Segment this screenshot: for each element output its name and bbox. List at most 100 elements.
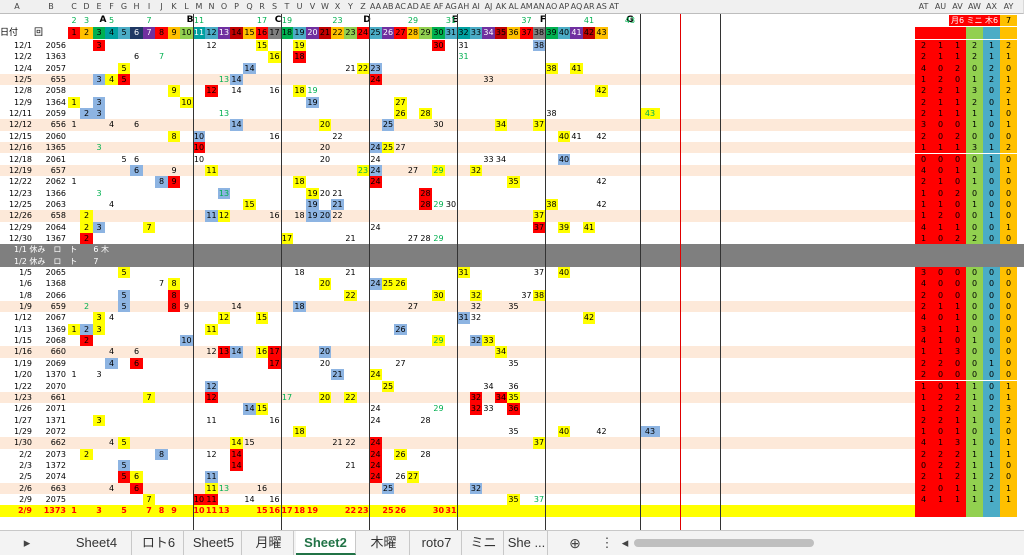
summary-cell[interactable]: 1 — [966, 494, 983, 506]
number-cell[interactable]: 41 — [583, 221, 595, 233]
summary-cell[interactable]: 1 — [915, 346, 932, 358]
number-header-cell[interactable]: 33 — [470, 27, 482, 39]
summary-cell[interactable]: 0 — [983, 130, 1000, 143]
column-header[interactable]: AE — [420, 2, 431, 11]
number-cell[interactable]: 17 — [268, 346, 281, 358]
number-cell[interactable]: 12 — [206, 41, 217, 50]
number-cell[interactable]: 11 — [206, 415, 217, 425]
column-header[interactable]: P — [234, 2, 239, 11]
summary-cell[interactable]: 0 — [1000, 176, 1017, 188]
number-cell[interactable]: 41 — [570, 62, 583, 75]
number-cell[interactable]: 19 — [293, 40, 306, 52]
sheet-tab[interactable]: ミニ — [464, 531, 504, 555]
summary-cell[interactable]: 1 — [983, 153, 1000, 165]
number-cell[interactable]: 21 — [345, 460, 356, 470]
number-cell[interactable]: 27 — [407, 302, 419, 312]
summary-cell[interactable]: 2 — [915, 40, 932, 52]
summary-cell[interactable]: 1 — [949, 108, 966, 120]
summary-cell[interactable]: 0 — [1000, 232, 1017, 245]
sheet-tab[interactable]: 木曜 — [358, 531, 410, 555]
number-header-cell[interactable]: 25 — [369, 27, 382, 39]
header-number[interactable]: 月6 — [949, 15, 966, 26]
column-header[interactable]: AI — [472, 2, 480, 11]
summary-cell[interactable]: 1 — [966, 403, 983, 415]
summary-cell[interactable]: 2 — [932, 210, 949, 222]
summary-cell[interactable]: 1 — [949, 221, 966, 233]
date-cell[interactable]: 1/5 — [19, 268, 32, 277]
round-cell[interactable]: 2065 — [45, 268, 66, 277]
summary-cell[interactable] — [949, 505, 966, 517]
summary-cell[interactable]: 2 — [915, 414, 932, 426]
summary-cell[interactable]: 0 — [966, 369, 983, 381]
number-cell[interactable]: 3 — [96, 370, 102, 380]
column-header[interactable]: U — [296, 2, 303, 11]
sheet-tab[interactable]: Sheet5 — [186, 531, 242, 555]
summary-cell[interactable]: 2 — [915, 471, 932, 483]
summary-cell[interactable]: 0 — [1000, 289, 1017, 302]
summary-cell[interactable]: 0 — [966, 425, 983, 438]
number-cell[interactable]: 14 — [230, 119, 243, 131]
number-cell[interactable]: 8 — [168, 130, 180, 143]
summary-header[interactable] — [949, 27, 966, 39]
number-cell[interactable]: 22 — [344, 391, 357, 404]
number-cell[interactable]: 2 — [83, 302, 90, 312]
number-cell[interactable]: 5 — [118, 301, 130, 313]
summary-cell[interactable]: 0 — [966, 267, 983, 279]
number-cell[interactable]: 16 — [269, 86, 280, 96]
number-cell[interactable]: 41 — [571, 131, 582, 141]
column-header[interactable]: AO — [545, 2, 558, 11]
date-cell[interactable]: 12/12 — [8, 120, 32, 130]
summary-cell[interactable]: 3 — [915, 119, 932, 131]
round-cell[interactable]: 1365 — [45, 143, 66, 153]
summary-cell[interactable]: 1 — [1000, 494, 1017, 506]
number-cell[interactable]: 20 — [319, 346, 331, 358]
number-header-cell[interactable]: 12 — [205, 27, 218, 39]
summary-cell[interactable]: 1 — [983, 51, 1000, 63]
date-cell[interactable]: 1/6 — [19, 279, 32, 289]
date-cell[interactable]: 1/26 — [14, 404, 32, 414]
number-cell[interactable]: 30 — [432, 506, 445, 516]
summary-cell[interactable]: 1 — [966, 482, 983, 494]
summary-cell[interactable]: 0 — [983, 380, 1000, 392]
number-header-cell[interactable]: 23 — [344, 27, 357, 39]
header-number[interactable]: 17 — [256, 16, 268, 25]
round-cell[interactable]: 2069 — [45, 358, 66, 368]
column-header[interactable]: AR — [583, 2, 595, 11]
summary-cell[interactable]: 1 — [949, 414, 966, 426]
number-cell[interactable]: 42 — [596, 426, 607, 436]
summary-cell[interactable]: 0 — [983, 335, 1000, 347]
column-header[interactable]: AU — [934, 2, 947, 11]
column-header[interactable]: AF — [433, 2, 444, 11]
number-header-cell[interactable]: 29 — [419, 27, 432, 39]
number-cell[interactable]: 2 — [80, 335, 93, 347]
number-header-cell[interactable]: 15 — [243, 27, 256, 39]
number-cell[interactable]: 13 — [218, 506, 230, 516]
summary-cell[interactable]: 3 — [966, 85, 983, 97]
round-cell[interactable]: 2066 — [45, 290, 66, 300]
column-header[interactable]: AD — [407, 2, 419, 11]
summary-cell[interactable]: 1 — [932, 301, 949, 313]
number-cell[interactable]: 28 — [420, 233, 431, 243]
number-cell[interactable]: 18 — [293, 176, 306, 188]
number-cell[interactable]: 10 — [193, 506, 205, 516]
summary-cell[interactable]: 4 — [915, 221, 932, 233]
summary-cell[interactable]: 2 — [915, 51, 932, 63]
summary-cell[interactable]: 0 — [932, 380, 949, 392]
column-header[interactable]: D — [83, 2, 90, 11]
number-header-cell[interactable]: 22 — [331, 27, 344, 39]
number-header-cell[interactable]: 41 — [570, 27, 583, 39]
number-cell[interactable]: 18 — [293, 506, 306, 516]
header-number[interactable]: 7 — [1000, 15, 1017, 26]
group-label[interactable]: F — [539, 15, 547, 25]
summary-cell[interactable]: 0 — [949, 335, 966, 347]
number-cell[interactable]: 7 — [143, 494, 155, 506]
round-cell[interactable]: 658 — [50, 211, 66, 221]
summary-cell[interactable]: 0 — [932, 482, 949, 494]
number-cell[interactable]: 25 — [382, 278, 394, 290]
number-cell[interactable]: 35 — [507, 494, 520, 506]
summary-cell[interactable]: 4 — [915, 312, 932, 324]
summary-cell[interactable]: 1 — [966, 74, 983, 86]
summary-cell[interactable]: 1 — [1000, 164, 1017, 177]
column-header[interactable]: AL — [508, 2, 519, 11]
summary-cell[interactable]: 2 — [966, 96, 983, 109]
